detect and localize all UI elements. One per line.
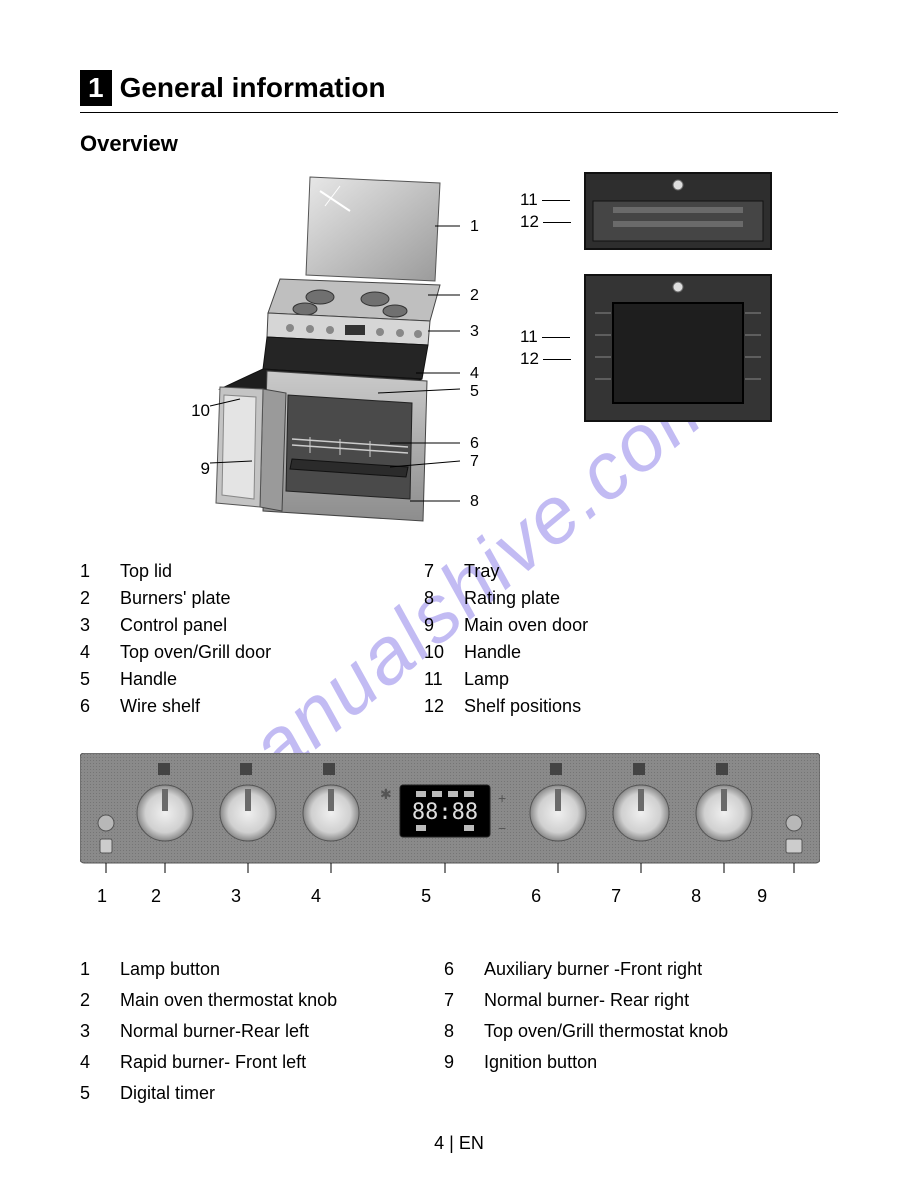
legend-label: Lamp button	[120, 959, 436, 980]
cp-label-6: 6	[531, 886, 541, 907]
control-panel-diagram: 88:88 ✱ + − 1 2 3 4 5	[80, 753, 838, 907]
legend-label: Handle	[120, 669, 416, 690]
legend-label: Handle	[464, 642, 760, 663]
page-footer: 4 | EN	[434, 1133, 484, 1154]
legend-label: Wire shelf	[120, 696, 416, 717]
svg-text:−: −	[498, 820, 506, 836]
svg-text:+: +	[498, 790, 506, 806]
legend-num: 6	[80, 696, 112, 717]
panel2-label-11: 11	[520, 327, 538, 347]
legend-num: 12	[424, 696, 456, 717]
callout-r-3: 3	[470, 323, 479, 341]
control-panel-legend: 1 Lamp button 6 Auxiliary burner -Front ri…	[80, 959, 800, 1104]
svg-text:✱: ✱	[380, 786, 392, 802]
legend-label: Lamp	[464, 669, 760, 690]
legend-label: Top oven/Grill door	[120, 642, 416, 663]
cp-label-7: 7	[611, 886, 621, 907]
legend-num: 9	[424, 615, 456, 636]
overview-diagram-row: 10 9	[80, 171, 838, 541]
legend-num: 4	[80, 642, 112, 663]
subsection-heading: Overview	[80, 131, 838, 157]
main-oven-door-front	[583, 273, 773, 423]
callout-r-6: 6	[470, 435, 479, 453]
legend-num: 1	[80, 959, 112, 980]
legend-num: 5	[80, 1083, 112, 1104]
legend-label: Digital timer	[120, 1083, 436, 1104]
cp-label-8: 8	[691, 886, 701, 907]
legend-num: 3	[80, 1021, 112, 1042]
panel1-label-12: 12	[520, 212, 539, 232]
cp-label-4: 4	[311, 886, 321, 907]
legend-num: 9	[444, 1052, 476, 1073]
legend-num: 2	[80, 990, 112, 1011]
digital-timer-display: 88:88	[412, 800, 478, 825]
legend-label: Control panel	[120, 615, 416, 636]
legend-num: 2	[80, 588, 112, 609]
legend-label: Normal burner-Rear left	[120, 1021, 436, 1042]
legend-label: Top oven/Grill thermostat knob	[484, 1021, 800, 1042]
legend-label: Tray	[464, 561, 760, 582]
legend-label: Burners' plate	[120, 588, 416, 609]
cp-label-9: 9	[757, 886, 767, 907]
legend-label: Normal burner- Rear right	[484, 990, 800, 1011]
overview-legend: 1 Top lid 7 Tray 2 Burners' plate 8 Rating p…	[80, 561, 760, 717]
legend-num: 11	[424, 669, 456, 690]
legend-num: 6	[444, 959, 476, 980]
panel2-label-12: 12	[520, 349, 539, 369]
legend-num: 7	[444, 990, 476, 1011]
legend-label: Top lid	[120, 561, 416, 582]
legend-num: 1	[80, 561, 112, 582]
callout-left-9: 9	[201, 459, 210, 479]
legend-label: Auxiliary burner -Front right	[484, 959, 800, 980]
callout-left-10: 10	[191, 401, 210, 421]
cp-label-2: 2	[151, 886, 161, 907]
legend-num: 5	[80, 669, 112, 690]
panel1-label-11: 11	[520, 190, 538, 210]
legend-label: Main oven door	[464, 615, 760, 636]
legend-num: 10	[424, 642, 456, 663]
legend-label: Rating plate	[464, 588, 760, 609]
legend-num: 8	[444, 1021, 476, 1042]
section-heading: 1 General information	[80, 70, 838, 113]
section-title-text: General information	[120, 72, 386, 104]
callout-r-4: 4	[470, 365, 479, 383]
section-number-badge: 1	[80, 70, 112, 106]
callout-r-2: 2	[470, 287, 479, 305]
cp-label-1: 1	[97, 886, 107, 907]
cp-label-5: 5	[421, 886, 431, 907]
cooker-illustration	[210, 171, 470, 541]
control-panel-labels: 1 2 3 4 5 6 7 8 9	[80, 886, 820, 907]
callout-r-5: 5	[470, 383, 479, 401]
legend-num: 4	[80, 1052, 112, 1073]
legend-label: Main oven thermostat knob	[120, 990, 436, 1011]
legend-num: 7	[424, 561, 456, 582]
callout-r-8: 8	[470, 493, 479, 511]
legend-label: Ignition button	[484, 1052, 800, 1073]
legend-num: 3	[80, 615, 112, 636]
callout-r-7: 7	[470, 453, 479, 471]
callout-r-1: 1	[470, 218, 479, 236]
legend-label: Rapid burner- Front left	[120, 1052, 436, 1073]
top-oven-door-front	[583, 171, 773, 251]
cp-label-3: 3	[231, 886, 241, 907]
legend-label: Shelf positions	[464, 696, 760, 717]
legend-num: 8	[424, 588, 456, 609]
